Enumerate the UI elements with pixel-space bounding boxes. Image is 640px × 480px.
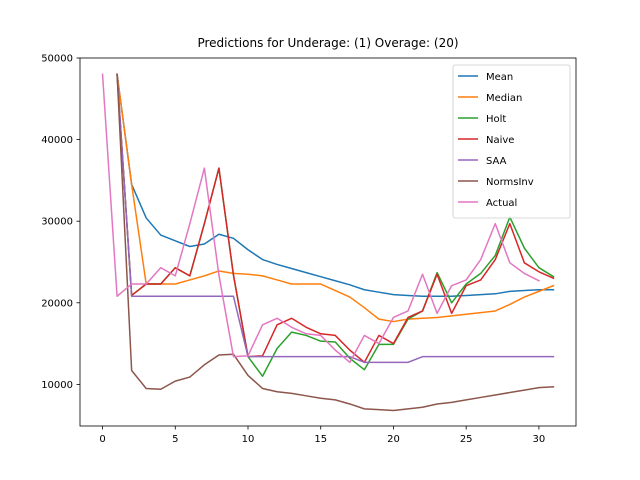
legend-label-saa: SAA	[486, 156, 507, 167]
legend-label-naive: Naive	[486, 135, 514, 146]
x-tick-label: 0	[99, 434, 105, 445]
y-tick-label: 50000	[41, 54, 73, 65]
series-line-median	[116, 73, 555, 323]
legend-label-actual: Actual	[486, 198, 517, 209]
x-tick-label: 5	[172, 434, 178, 445]
legend-label-holt: Holt	[486, 114, 506, 125]
series-line-mean	[116, 73, 555, 298]
x-tick-label: 30	[533, 434, 546, 445]
chart-title: Predictions for Underage: (1) Overage: (…	[197, 36, 458, 50]
y-tick-label: 40000	[41, 135, 73, 146]
y-tick-label: 30000	[41, 217, 73, 228]
series-line-naive	[116, 73, 555, 364]
legend-label-normsinv: NormsInv	[486, 177, 534, 188]
series-line-normsinv	[116, 73, 555, 412]
legend-box	[452, 64, 571, 219]
y-tick-label: 10000	[41, 380, 73, 391]
x-tick-label: 25	[460, 434, 473, 445]
legend: Mean Median Holt Naive SAA NormsInv Actual	[452, 64, 571, 219]
x-tick-label: 10	[242, 434, 255, 445]
legend-label-median: Median	[486, 93, 522, 104]
series-line-saa	[116, 73, 555, 364]
legend-label-mean: Mean	[486, 72, 513, 83]
y-axis: 10000 20000 30000 40000 50000	[41, 54, 80, 391]
y-tick-label: 20000	[41, 298, 73, 309]
x-tick-label: 15	[314, 434, 327, 445]
x-tick-label: 20	[387, 434, 400, 445]
x-axis: 0 5 10 15 20 25 30	[99, 426, 545, 445]
axes-border	[79, 57, 577, 427]
series-group	[101, 73, 555, 412]
axes-frame	[79, 57, 577, 427]
series-line-actual	[101, 73, 540, 364]
